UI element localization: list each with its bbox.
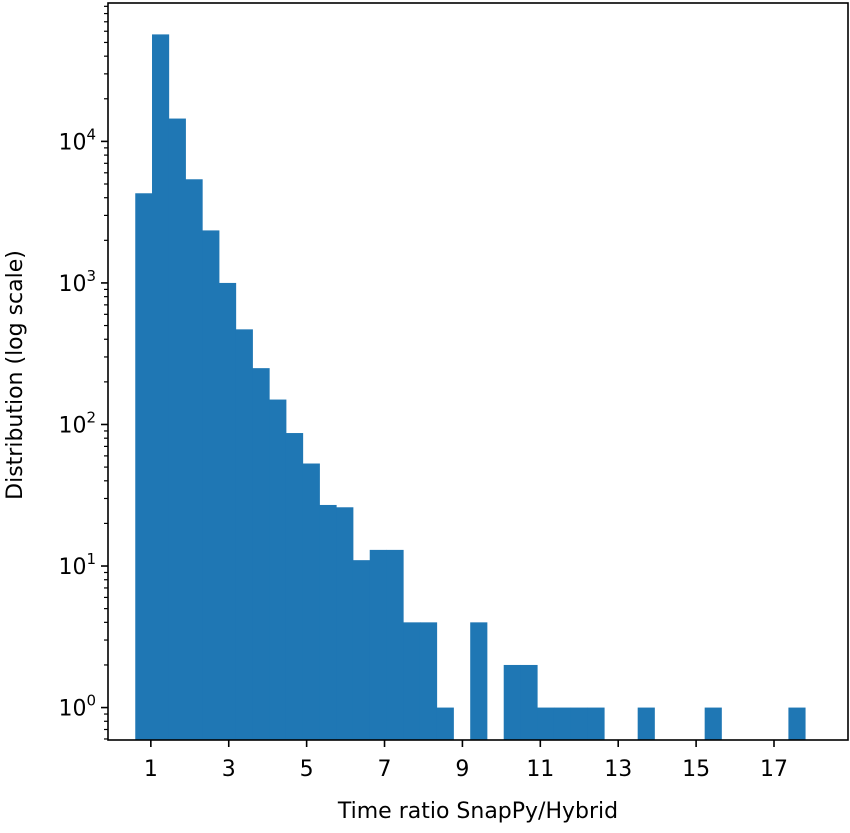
histogram-bar [403,622,421,740]
x-tick-label: 11 [526,757,554,782]
histogram-bar [202,230,220,740]
y-tick-label: 104 [58,125,96,155]
y-axis-ticks: 100 101 102 103 104 [58,5,108,740]
histogram-bar [219,282,237,740]
histogram-bar [704,707,722,740]
histogram-bar [386,549,404,740]
histogram-bar [285,433,304,740]
x-tick-label: 7 [378,757,392,782]
x-tick-label: 5 [300,757,314,782]
histogram-bar [369,549,387,740]
histogram-bar [470,622,488,740]
y-axis-label: Distribution (log scale) [3,250,28,500]
x-tick-label: 15 [682,757,710,782]
histogram-bar [570,707,588,740]
histogram-bar [520,664,538,740]
histogram-bar [319,504,337,740]
histogram-bar [537,707,555,740]
y-tick-label: 102 [58,408,96,438]
x-tick-label: 3 [222,757,236,782]
bars-layer [135,34,806,741]
histogram-bar [503,664,521,740]
histogram-bar [587,707,605,740]
histogram-bar [336,507,354,740]
plot-frame [107,2,849,741]
histogram-bar [419,622,438,740]
histogram-bar [185,179,203,740]
x-tick-label: 13 [604,757,632,782]
histogram-bar [352,560,371,740]
histogram-bar [269,399,287,740]
histogram-bar [788,707,806,740]
histogram-bar [168,118,186,741]
x-tick-label: 9 [455,757,469,782]
x-tick-label: 17 [760,757,788,782]
histogram-bar [637,707,655,740]
y-tick-label: 103 [58,267,96,297]
histogram-bar [152,34,170,740]
histogram-bar [436,707,454,740]
histogram-bar [135,193,153,740]
x-tick-label: 1 [144,757,158,782]
histogram-bar [252,368,270,740]
x-axis-ticks: 1 3 5 7 9 11 13 15 17 [144,740,788,782]
y-tick-label: 100 [58,692,96,722]
histogram-bar [302,463,320,740]
histogram-bar [235,329,253,740]
x-axis-label: Time ratio SnapPy/Hybrid [337,799,618,824]
y-tick-label: 101 [58,550,96,580]
histogram-bar [553,707,572,740]
